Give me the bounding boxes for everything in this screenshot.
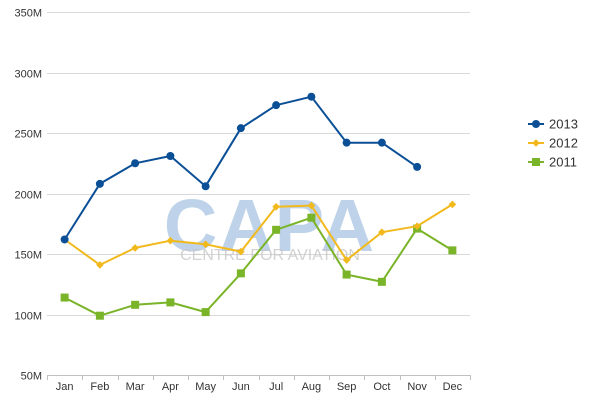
y-tick-label: 150M: [14, 250, 42, 262]
legend-label: 2011: [549, 155, 577, 170]
data-point-2012: [272, 203, 280, 211]
x-tick-label: Nov: [407, 381, 427, 393]
data-point-2012: [201, 240, 210, 249]
data-point-2011: [236, 269, 245, 278]
legend-item-2011: 2011: [528, 155, 577, 170]
y-tick-label: 350M: [14, 8, 42, 20]
data-point-2013: [307, 92, 316, 101]
y-tick-label: 50M: [21, 371, 42, 383]
data-point-2013: [95, 179, 104, 188]
y-tick-label: 100M: [14, 311, 42, 323]
y-tick-label: 250M: [14, 129, 42, 141]
data-point-2013: [342, 138, 351, 147]
legend-marker: [532, 120, 540, 128]
legend-label: 2012: [549, 136, 578, 151]
chart-legend: 2013 2012 2011: [528, 117, 578, 170]
data-point-2012: [378, 228, 386, 237]
data-point-2011: [60, 293, 69, 302]
series-2013: [60, 92, 422, 244]
data-point-2012: [448, 200, 457, 209]
series-line-2012: [64, 203, 453, 266]
data-point-2011: [166, 298, 175, 307]
watermark-logo: CAPA: [164, 184, 376, 267]
data-point-2012: [166, 236, 175, 245]
data-point-2012: [131, 244, 139, 252]
x-tick-label: May: [195, 381, 216, 393]
series-layer: [60, 92, 457, 320]
legend-item-2013: 2013: [528, 117, 578, 132]
legend-marker: [532, 158, 540, 166]
x-tick-label: Jun: [232, 381, 250, 393]
x-tick-label: Aug: [302, 381, 322, 393]
x-tick-label: Apr: [162, 381, 179, 393]
data-point-2013: [272, 101, 281, 110]
x-tick-label: Feb: [90, 381, 109, 393]
y-tick-label: 200M: [14, 190, 42, 202]
x-tick-label: Sep: [337, 381, 357, 393]
legend-item-2012: 2012: [528, 136, 578, 151]
data-point-2011: [131, 300, 140, 309]
data-point-2013: [60, 235, 69, 244]
data-point-2012: [307, 201, 316, 210]
data-point-2011: [272, 225, 281, 234]
data-point-2013: [236, 124, 245, 133]
x-tick-label: Mar: [126, 381, 145, 393]
x-tick-label: Jan: [56, 381, 74, 393]
data-point-2011: [377, 277, 386, 286]
x-tick-label: Jul: [269, 381, 283, 393]
capa-watermark: CAPA CENTRE FOR AVIATION: [164, 184, 376, 267]
legend-label: 2013: [549, 117, 578, 132]
series-2012: [60, 200, 457, 269]
data-point-2012: [342, 256, 351, 264]
axis-layer: 50M 100M 150M 200M 250M 300M 350M Jan Feb Mar Apr M…: [14, 8, 471, 393]
data-point-2011: [95, 311, 104, 320]
data-point-2013: [413, 162, 422, 171]
legend-marker: [532, 139, 540, 147]
data-point-2011: [342, 270, 351, 279]
data-point-2011: [307, 213, 316, 222]
x-tick-label: Dec: [443, 381, 463, 393]
data-point-2012: [96, 261, 104, 269]
data-point-2011: [448, 246, 457, 255]
grid-layer: [47, 12, 470, 316]
series-line-2011: [64, 216, 453, 317]
data-point-2012: [413, 222, 421, 230]
data-point-2013: [377, 138, 386, 147]
watermark-tagline: CENTRE FOR AVIATION: [180, 247, 360, 264]
data-point-2013: [201, 182, 210, 191]
data-point-2013: [131, 159, 140, 168]
data-point-2012: [237, 247, 245, 256]
data-point-2013: [166, 151, 175, 160]
data-point-2011: [201, 308, 210, 317]
x-tick-label: Oct: [373, 381, 390, 393]
y-tick-label: 300M: [14, 69, 42, 81]
